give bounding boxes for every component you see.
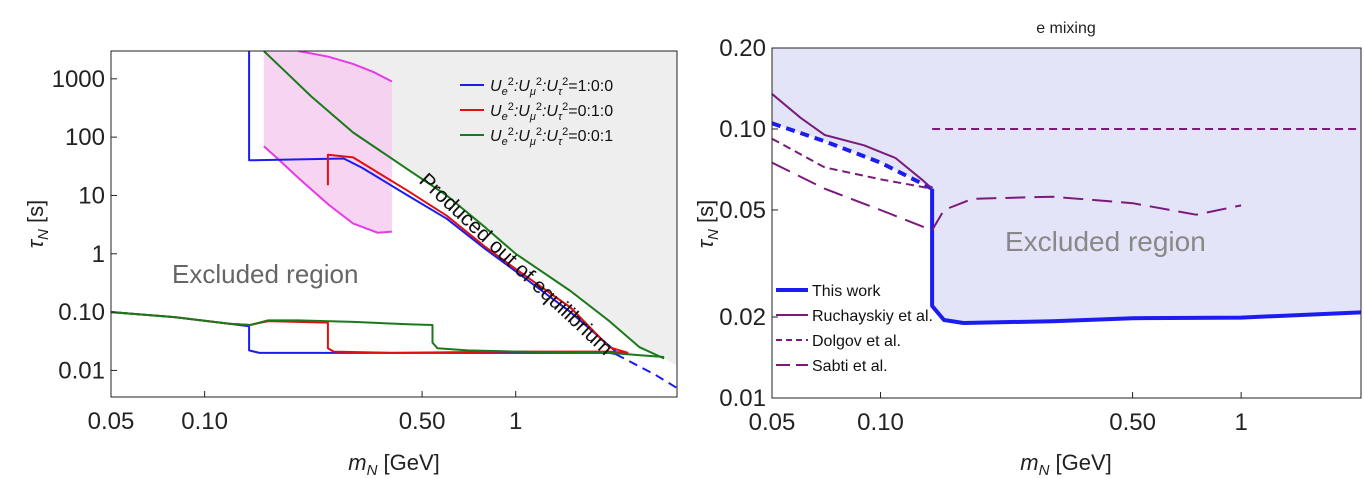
right-legend-label: Sabti et al.: [812, 358, 888, 375]
left-regions: [263, 51, 677, 366]
left-y-tick-label: 10: [78, 182, 105, 209]
right-x-tick-label: 0.10: [857, 409, 904, 436]
left-magenta-upper-curve: [298, 51, 393, 83]
left-legend: Ue2:Uμ2:Uτ2=1:0:0 Ue2:Uμ2:Uτ2=0:1:0 Ue2:Uμ…: [460, 76, 613, 148]
right-ticks: 0.05 0.10 0.50 1 0.01 0.02 0.05 0.10 0.20: [719, 35, 1248, 436]
right-legend-label: Dolgov et al.: [812, 333, 901, 350]
right-series-this: [930, 188, 1361, 325]
left-y-tick-label: 1000: [52, 66, 105, 93]
left-legend-label: Ue2:Uμ2:Uτ2=1:0:0: [490, 76, 613, 98]
left-x-tick-label: 0.50: [399, 408, 446, 435]
left-x-axis-label: mN [GeV]: [348, 450, 440, 479]
right-regions: [772, 48, 1361, 323]
right-legend-label: Ruchayskiy et al.: [812, 308, 933, 325]
left-plot-frame: [110, 50, 678, 398]
right-x-tick-label: 0.05: [749, 409, 796, 436]
right-legend-label: This work: [812, 283, 881, 300]
left-legend-label: Ue2:Uμ2:Uτ2=0:0:1: [490, 126, 613, 148]
right-chart-title: e mixing: [1036, 20, 1096, 37]
left-series-Umu: [326, 153, 629, 354]
right-y-tick-label: 0.01: [719, 385, 766, 412]
left-series-Utau: [263, 51, 665, 360]
left-series-Ue-ext: [615, 353, 677, 389]
left-region-magenta-band: [263, 51, 392, 233]
left-y-tick-label: 0.01: [58, 357, 105, 384]
chart-left: 0.05 0.10 0.50 1 0.01 0.10 1 10 100 1000 Excluded…: [23, 50, 678, 479]
right-y-axis-label: τN [s]: [693, 200, 722, 248]
right-y-tick-label: 0.02: [719, 304, 766, 331]
left-y-tick-label: 100: [65, 124, 105, 151]
left-x-tick-label: 0.10: [181, 408, 228, 435]
right-y-tick-label: 0.05: [719, 197, 766, 224]
left-excluded-label: Excluded region: [172, 259, 358, 289]
right-series-sabti: [772, 161, 1242, 232]
left-y-axis-label: τN [s]: [23, 200, 52, 248]
left-series-Utau-lower: [111, 311, 665, 358]
right-y-tick-label: 0.10: [719, 116, 766, 143]
left-y-tick-label: 0.10: [58, 299, 105, 326]
right-x-axis-label: mN [GeV]: [1020, 450, 1112, 479]
right-plot-frame: [771, 47, 1362, 399]
right-y-tick-label: 0.20: [719, 35, 766, 62]
left-series: [111, 51, 677, 389]
right-series-dolg: [772, 137, 933, 190]
left-legend-label: Ue2:Uμ2:Uτ2=0:1:0: [490, 101, 613, 123]
right-region-excluded: [772, 48, 1361, 323]
chart-right: e mixing 0.05 0.10 0.50 10.010.020.050.100.…: [693, 20, 1362, 479]
right-series: [772, 93, 1361, 325]
left-x-tick-label: 0.05: [88, 408, 135, 435]
right-excluded-label: Excluded region: [1005, 226, 1206, 257]
left-ticks: 0.05 0.10 0.50 1 0.01 0.10 1 10 100 1000: [52, 66, 523, 435]
right-x-tick-label: 1: [1234, 409, 1247, 436]
left-y-tick-label: 1: [92, 241, 105, 268]
left-x-tick-label: 1: [509, 408, 522, 435]
right-x-tick-label: 0.50: [1109, 409, 1156, 436]
right-series-ruch: [772, 93, 933, 190]
right-legend: This work Ruchayskiy et al. Dolgov et al. S…: [776, 283, 933, 375]
left-magenta-lower-curve: [263, 145, 392, 234]
left-series-Ue: [248, 51, 617, 353]
